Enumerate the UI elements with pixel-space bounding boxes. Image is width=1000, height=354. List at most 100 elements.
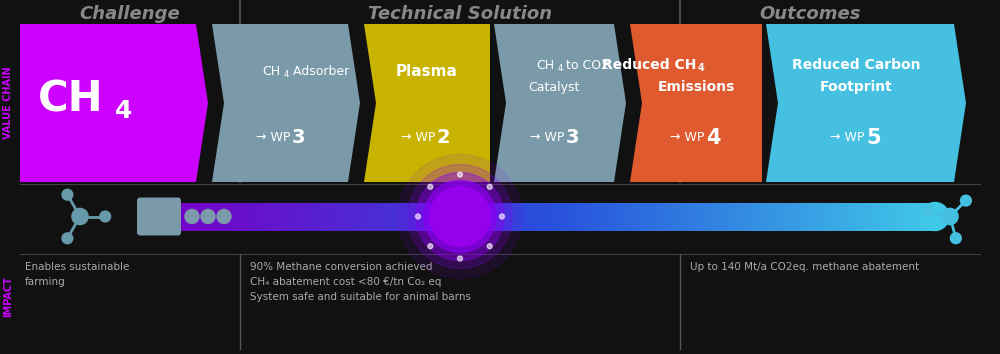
- Bar: [658, 202, 660, 230]
- Bar: [248, 202, 250, 230]
- Bar: [415, 202, 418, 230]
- Bar: [639, 202, 641, 230]
- Bar: [931, 202, 934, 230]
- Text: → WP: → WP: [530, 131, 564, 144]
- Bar: [463, 202, 466, 230]
- Circle shape: [424, 181, 496, 252]
- Text: 4: 4: [115, 99, 133, 123]
- Bar: [331, 202, 333, 230]
- Bar: [452, 202, 454, 230]
- Bar: [816, 202, 818, 230]
- Bar: [196, 202, 198, 230]
- Bar: [929, 202, 932, 230]
- Bar: [752, 202, 755, 230]
- Bar: [473, 202, 475, 230]
- Bar: [600, 202, 602, 230]
- Bar: [723, 202, 726, 230]
- Bar: [735, 202, 737, 230]
- Bar: [671, 202, 674, 230]
- Text: Enables sustainable
farming: Enables sustainable farming: [25, 262, 129, 287]
- Text: CH: CH: [38, 78, 104, 120]
- Bar: [870, 202, 872, 230]
- Bar: [273, 202, 275, 230]
- Bar: [369, 202, 371, 230]
- Bar: [814, 202, 816, 230]
- Bar: [804, 202, 807, 230]
- Bar: [766, 202, 768, 230]
- Bar: [773, 202, 776, 230]
- Bar: [269, 202, 271, 230]
- Bar: [425, 202, 427, 230]
- Bar: [190, 202, 192, 230]
- Bar: [758, 202, 760, 230]
- Bar: [409, 202, 412, 230]
- Bar: [533, 202, 535, 230]
- Bar: [916, 202, 918, 230]
- Bar: [213, 202, 216, 230]
- Bar: [646, 202, 649, 230]
- Bar: [794, 202, 797, 230]
- Bar: [184, 202, 187, 230]
- Bar: [384, 202, 387, 230]
- Bar: [746, 202, 749, 230]
- Bar: [777, 202, 780, 230]
- Bar: [334, 202, 337, 230]
- Bar: [920, 202, 922, 230]
- Bar: [827, 202, 830, 230]
- Bar: [918, 202, 920, 230]
- Polygon shape: [630, 24, 762, 182]
- Circle shape: [100, 211, 111, 222]
- Bar: [914, 202, 916, 230]
- Bar: [604, 202, 606, 230]
- Circle shape: [430, 187, 490, 246]
- Bar: [621, 202, 624, 230]
- Bar: [167, 202, 169, 230]
- Bar: [519, 202, 522, 230]
- Bar: [180, 202, 183, 230]
- Bar: [594, 202, 597, 230]
- Bar: [602, 202, 604, 230]
- Text: 5: 5: [866, 128, 881, 148]
- Bar: [358, 202, 360, 230]
- Bar: [677, 202, 679, 230]
- Bar: [750, 202, 753, 230]
- Bar: [831, 202, 833, 230]
- Bar: [332, 202, 335, 230]
- Bar: [845, 202, 847, 230]
- Bar: [762, 202, 764, 230]
- Bar: [386, 202, 389, 230]
- Bar: [486, 202, 489, 230]
- Bar: [712, 202, 714, 230]
- Bar: [175, 202, 177, 230]
- Bar: [891, 202, 893, 230]
- Circle shape: [201, 210, 215, 223]
- Bar: [402, 202, 404, 230]
- Bar: [477, 202, 479, 230]
- Bar: [317, 202, 320, 230]
- Bar: [802, 202, 805, 230]
- Bar: [275, 202, 277, 230]
- Circle shape: [62, 189, 73, 200]
- Bar: [575, 202, 577, 230]
- Text: CH: CH: [262, 65, 280, 78]
- Bar: [841, 202, 843, 230]
- Bar: [200, 202, 202, 230]
- Bar: [442, 202, 445, 230]
- Bar: [300, 202, 302, 230]
- Bar: [789, 202, 791, 230]
- Bar: [667, 202, 670, 230]
- Bar: [883, 202, 885, 230]
- Bar: [232, 202, 235, 230]
- Bar: [741, 202, 743, 230]
- Text: IMPACT: IMPACT: [3, 276, 13, 317]
- Bar: [492, 202, 495, 230]
- Bar: [390, 202, 393, 230]
- Text: 4: 4: [706, 128, 720, 148]
- Polygon shape: [494, 24, 626, 182]
- Bar: [282, 202, 285, 230]
- Bar: [309, 202, 312, 230]
- Bar: [583, 202, 585, 230]
- Bar: [550, 202, 552, 230]
- Bar: [388, 202, 391, 230]
- Bar: [202, 202, 204, 230]
